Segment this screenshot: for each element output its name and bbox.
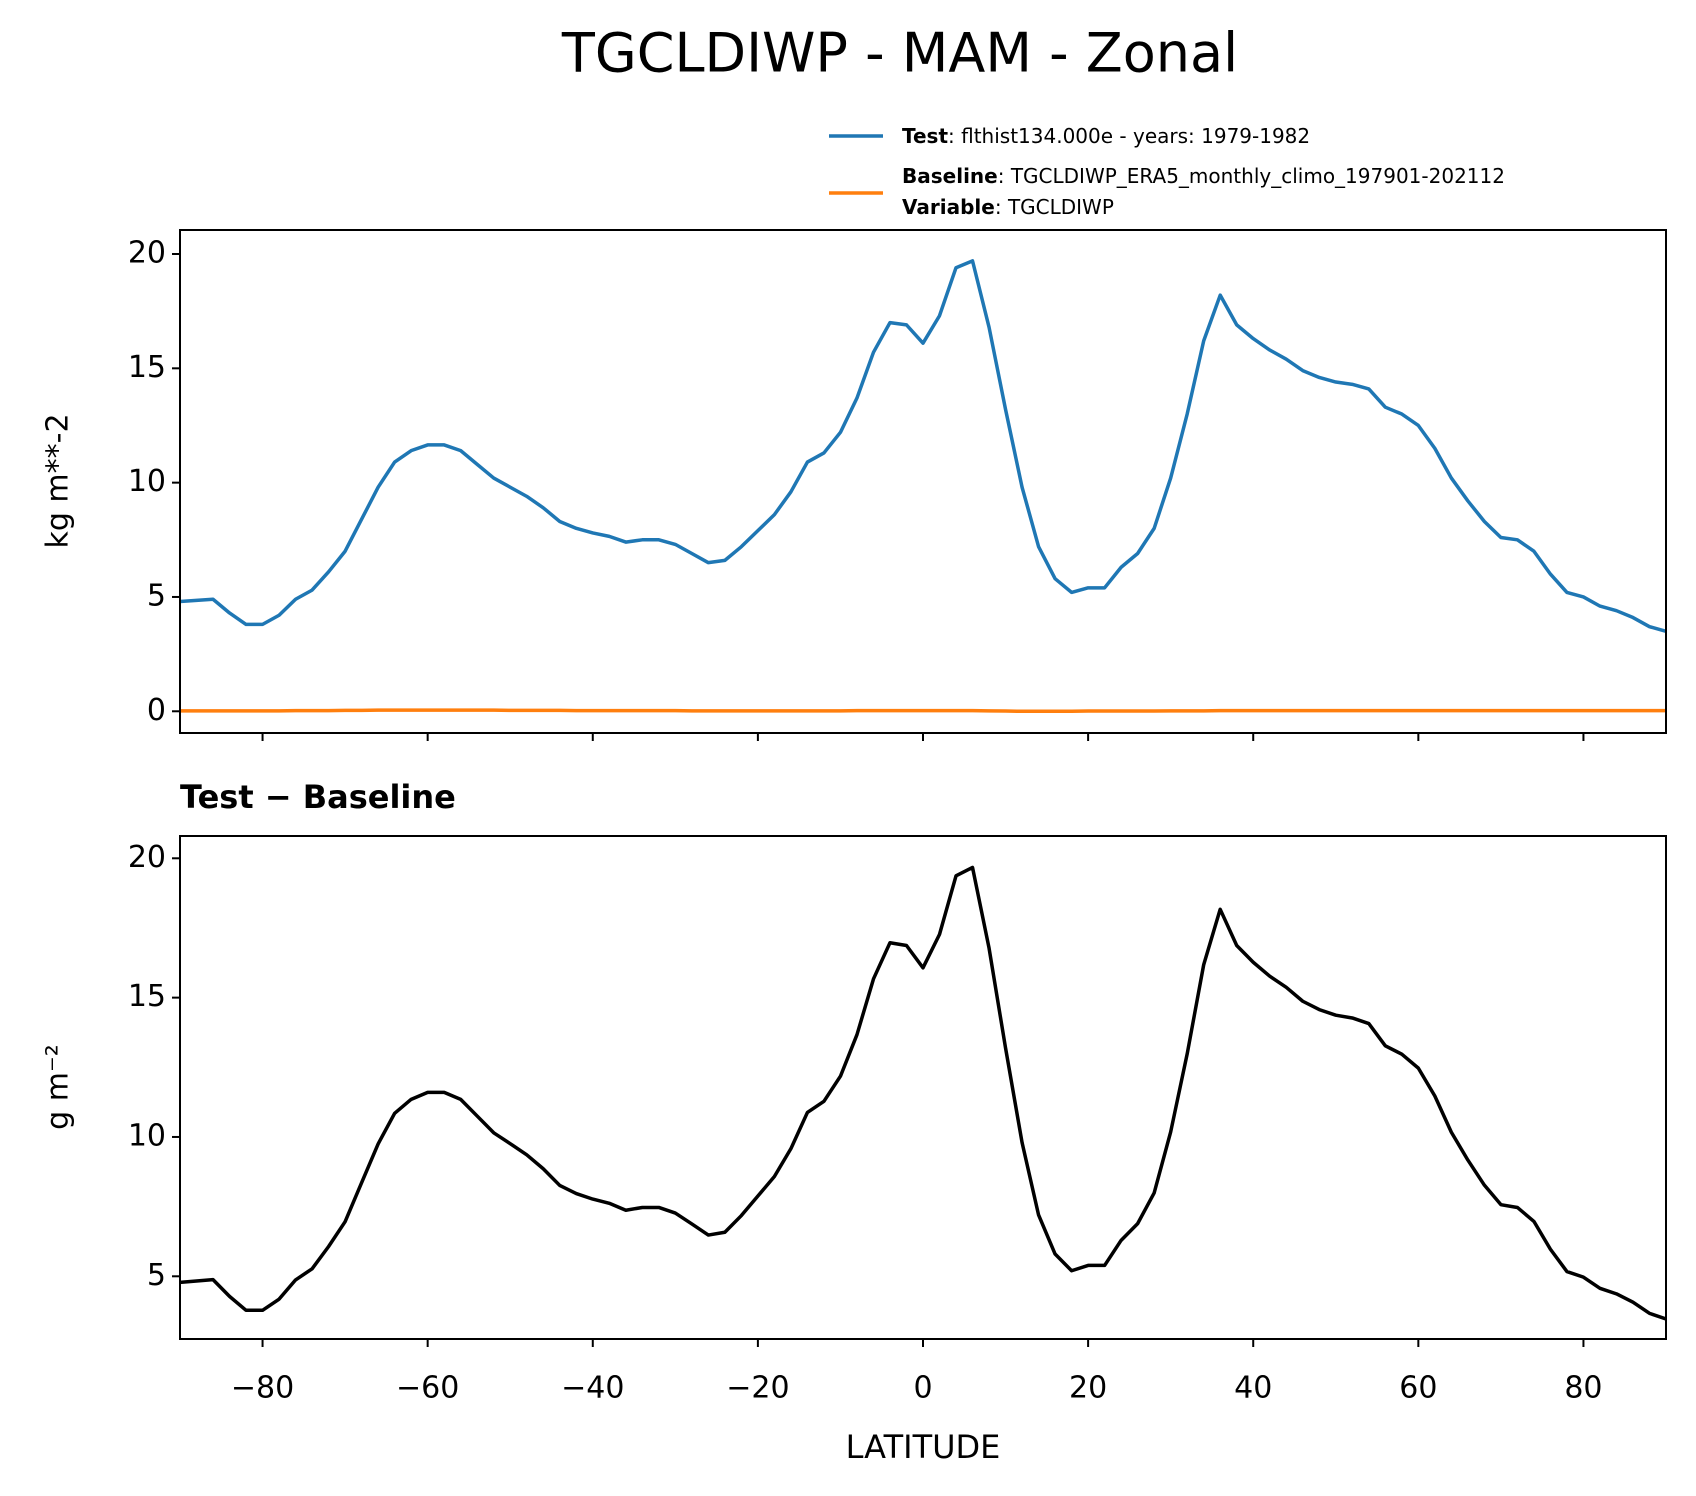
axes-frame bbox=[179, 229, 1667, 734]
subplot-title: Test − Baseline bbox=[180, 778, 456, 816]
legend-entry: Baseline: TGCLDIWP_ERA5_monthly_climo_19… bbox=[902, 164, 1505, 188]
x-tick-label: −80 bbox=[231, 1371, 294, 1406]
series-line bbox=[180, 865, 1666, 1321]
figure-title: TGCLDIWP - MAM - Zonal bbox=[561, 22, 1238, 85]
x-tick-label: −20 bbox=[726, 1371, 789, 1406]
y-tick-label: 20 bbox=[128, 840, 166, 875]
x-tick-label: −40 bbox=[561, 1371, 624, 1406]
y-tick-label: 20 bbox=[128, 236, 166, 271]
y-axis-label: g m⁻² bbox=[41, 1044, 76, 1130]
axes-frame bbox=[179, 835, 1667, 1340]
legend-desc: : flthist134.000e - years: 1979-1982 bbox=[948, 124, 1310, 148]
y-tick-label: 10 bbox=[128, 1118, 166, 1153]
series-line bbox=[180, 708, 1666, 714]
y-tick-label: 10 bbox=[128, 464, 166, 499]
legend-entry: Test: flthist134.000e - years: 1979-1982 bbox=[902, 124, 1310, 148]
legend-desc: : TGCLDIWP bbox=[995, 195, 1114, 219]
x-tick-label: −60 bbox=[396, 1371, 459, 1406]
legend-name: Baseline bbox=[902, 164, 998, 188]
legend-name: Variable bbox=[902, 195, 995, 219]
legend-desc: : TGCLDIWP_ERA5_monthly_climo_197901-202… bbox=[998, 164, 1505, 188]
x-tick-label: 0 bbox=[913, 1371, 932, 1406]
x-axis-label: LATITUDE bbox=[846, 1428, 1001, 1466]
y-tick-label: 15 bbox=[128, 350, 166, 385]
x-tick-label: 80 bbox=[1564, 1371, 1602, 1406]
y-tick-label: 5 bbox=[147, 578, 166, 613]
x-tick-label: 20 bbox=[1069, 1371, 1107, 1406]
x-tick-label: 60 bbox=[1399, 1371, 1437, 1406]
y-axis-label: kg m**-2 bbox=[41, 413, 76, 548]
y-tick-label: 0 bbox=[147, 693, 166, 728]
series-line bbox=[180, 259, 1666, 633]
x-tick-label: 40 bbox=[1234, 1371, 1272, 1406]
y-tick-label: 5 bbox=[147, 1258, 166, 1293]
legend-entry: Variable: TGCLDIWP bbox=[902, 195, 1114, 219]
legend-name: Test bbox=[902, 124, 948, 148]
y-tick-label: 15 bbox=[128, 979, 166, 1014]
